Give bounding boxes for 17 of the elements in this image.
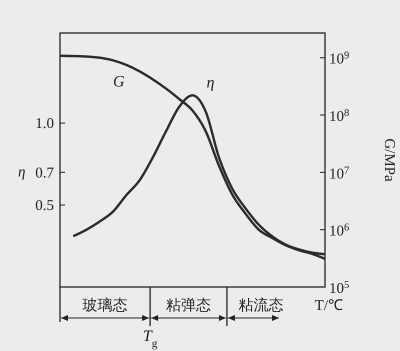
- y2-tick-label: 10$^{5}$: [329, 280, 350, 297]
- text: T$_{g}$: [142, 328, 158, 350]
- y-tick-label: 0.7: [35, 165, 54, 182]
- y2-tick-label: 10$^{9}$: [329, 50, 350, 68]
- y2-tick-label: 10$^{6}$: [329, 222, 350, 240]
- series-label: G: [113, 73, 125, 90]
- series-label: η: [206, 74, 214, 92]
- y-tick-label: 0.5: [35, 198, 54, 214]
- y2-tick-label: 10$^{8}$: [329, 108, 350, 126]
- y2-tick-label: 10$^{7}$: [329, 164, 350, 182]
- y-axis-title: η: [18, 164, 26, 180]
- text: 粘弹态: [166, 296, 212, 314]
- y-tick-label: 1.0: [35, 116, 54, 132]
- text: 玻璃态: [82, 296, 128, 314]
- text: 粘流态: [238, 296, 284, 314]
- y2-axis-title: G/MPa: [381, 138, 397, 182]
- x-axis-title: T/℃: [314, 298, 343, 314]
